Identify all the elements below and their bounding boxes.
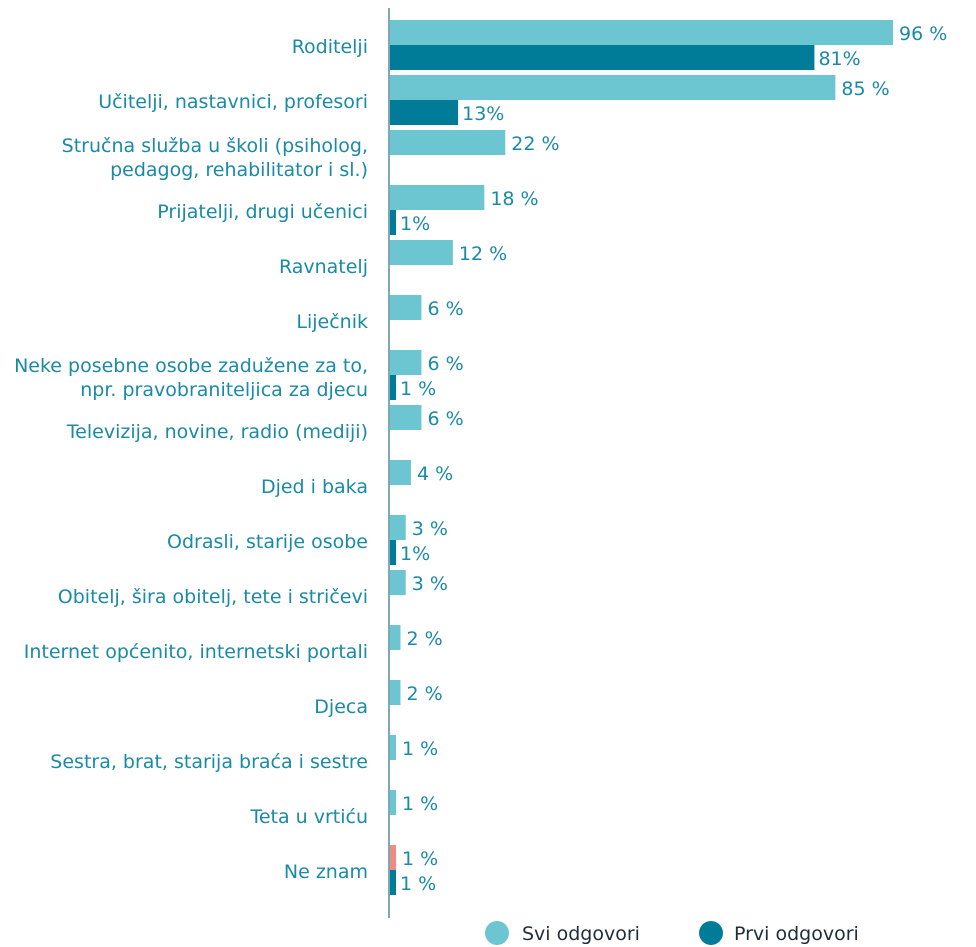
legend: Svi odgovori Prvi odgovori xyxy=(485,921,859,945)
category-label-row-12: Djeca xyxy=(314,696,368,718)
value-label-prvi-row-6: 1 % xyxy=(400,378,436,400)
bar-prvi-row-9 xyxy=(390,540,396,565)
bar-svi-row-14 xyxy=(390,790,396,815)
legend-swatch-svi xyxy=(485,921,509,945)
category-label-line: Neke posebne osobe zadužene za to, xyxy=(14,355,368,377)
bar-svi-row-1 xyxy=(390,75,836,100)
bar-svi-row-6 xyxy=(390,350,422,375)
value-label-svi-row-8: 4 % xyxy=(417,463,453,485)
value-label-svi-row-13: 1 % xyxy=(402,738,438,760)
category-labels-group: Roditelji Učitelji, nastavnici, profesori… xyxy=(14,36,368,883)
bar-svi-row-15 xyxy=(390,845,396,870)
bar-prvi-row-6 xyxy=(390,375,396,400)
category-label-row-10: Obitelj, šira obitelj, tete i stričevi xyxy=(58,586,368,608)
value-label-svi-row-6: 6 % xyxy=(427,353,463,375)
bar-svi-row-2 xyxy=(390,130,506,155)
bar-svi-row-11 xyxy=(390,625,401,650)
category-label-line: pedagog, rehabilitator i sl.) xyxy=(110,159,368,181)
category-label-line: Stručna služba u školi (psiholog, xyxy=(62,135,368,157)
value-label-prvi-row-3: 1% xyxy=(400,213,430,235)
bar-svi-row-12 xyxy=(390,680,401,705)
bar-svi-row-13 xyxy=(390,735,396,760)
category-label-row-15: Ne znam xyxy=(284,861,368,883)
category-label-row-9: Odrasli, starije osobe xyxy=(167,531,368,553)
bar-prvi-row-0 xyxy=(390,45,815,70)
category-label-row-6: Neke posebne osobe zadužene za to, npr. p… xyxy=(14,355,368,401)
category-label-row-5: Liječnik xyxy=(296,311,368,333)
category-label-row-7: Televizija, novine, radio (mediji) xyxy=(66,421,368,443)
bar-svi-row-7 xyxy=(390,405,422,430)
value-label-svi-row-14: 1 % xyxy=(402,793,438,815)
bar-svi-row-3 xyxy=(390,185,485,210)
category-label-row-14: Teta u vrtiću xyxy=(249,806,368,828)
bar-svi-row-9 xyxy=(390,515,406,540)
category-label-row-0: Roditelji xyxy=(292,36,368,58)
value-labels-group: 96 % 81% 85 % 13% 22 % 18 % 1% 12 % 6 % 6 % 1 % 6 %… xyxy=(400,23,947,895)
bar-svi-row-4 xyxy=(390,240,453,265)
value-label-svi-row-12: 2 % xyxy=(406,683,442,705)
category-label-line: npr. pravobraniteljica za djecu xyxy=(80,379,368,401)
value-label-svi-row-3: 18 % xyxy=(490,188,538,210)
bar-svi-row-0 xyxy=(390,20,894,45)
bars-group xyxy=(390,20,894,895)
category-label-row-13: Sestra, brat, starija braća i sestre xyxy=(50,751,368,773)
legend-swatch-prvi xyxy=(699,921,723,945)
bar-prvi-row-15 xyxy=(390,870,396,895)
value-label-svi-row-5: 6 % xyxy=(427,298,463,320)
value-label-svi-row-7: 6 % xyxy=(427,408,463,430)
bar-prvi-row-1 xyxy=(390,100,459,125)
legend-label-prvi: Prvi odgovori xyxy=(734,923,859,945)
value-label-svi-row-1: 85 % xyxy=(841,78,889,100)
category-label-row-4: Ravnatelj xyxy=(279,256,368,278)
value-label-prvi-row-0: 81% xyxy=(818,48,860,70)
value-label-svi-row-4: 12 % xyxy=(459,243,507,265)
value-label-svi-row-9: 3 % xyxy=(412,518,448,540)
category-label-row-11: Internet općenito, internetski portali xyxy=(24,641,368,663)
value-label-svi-row-0: 96 % xyxy=(899,23,947,45)
bar-svi-row-8 xyxy=(390,460,411,485)
value-label-svi-row-2: 22 % xyxy=(511,133,559,155)
category-label-row-8: Djed i baka xyxy=(261,476,368,498)
value-label-svi-row-15: 1 % xyxy=(402,848,438,870)
value-label-svi-row-10: 3 % xyxy=(412,573,448,595)
value-label-prvi-row-15: 1 % xyxy=(400,873,436,895)
category-label-row-3: Prijatelji, drugi učenici xyxy=(157,201,368,223)
bar-svi-row-5 xyxy=(390,295,422,320)
legend-label-svi: Svi odgovori xyxy=(522,923,640,945)
value-label-prvi-row-1: 13% xyxy=(462,103,504,125)
bar-svi-row-10 xyxy=(390,570,406,595)
bar-prvi-row-3 xyxy=(390,210,396,235)
category-label-row-2: Stručna služba u školi (psiholog, pedagog… xyxy=(62,135,368,181)
value-label-svi-row-11: 2 % xyxy=(406,628,442,650)
value-label-prvi-row-9: 1% xyxy=(400,543,430,565)
category-label-row-1: Učitelji, nastavnici, profesori xyxy=(98,91,368,113)
